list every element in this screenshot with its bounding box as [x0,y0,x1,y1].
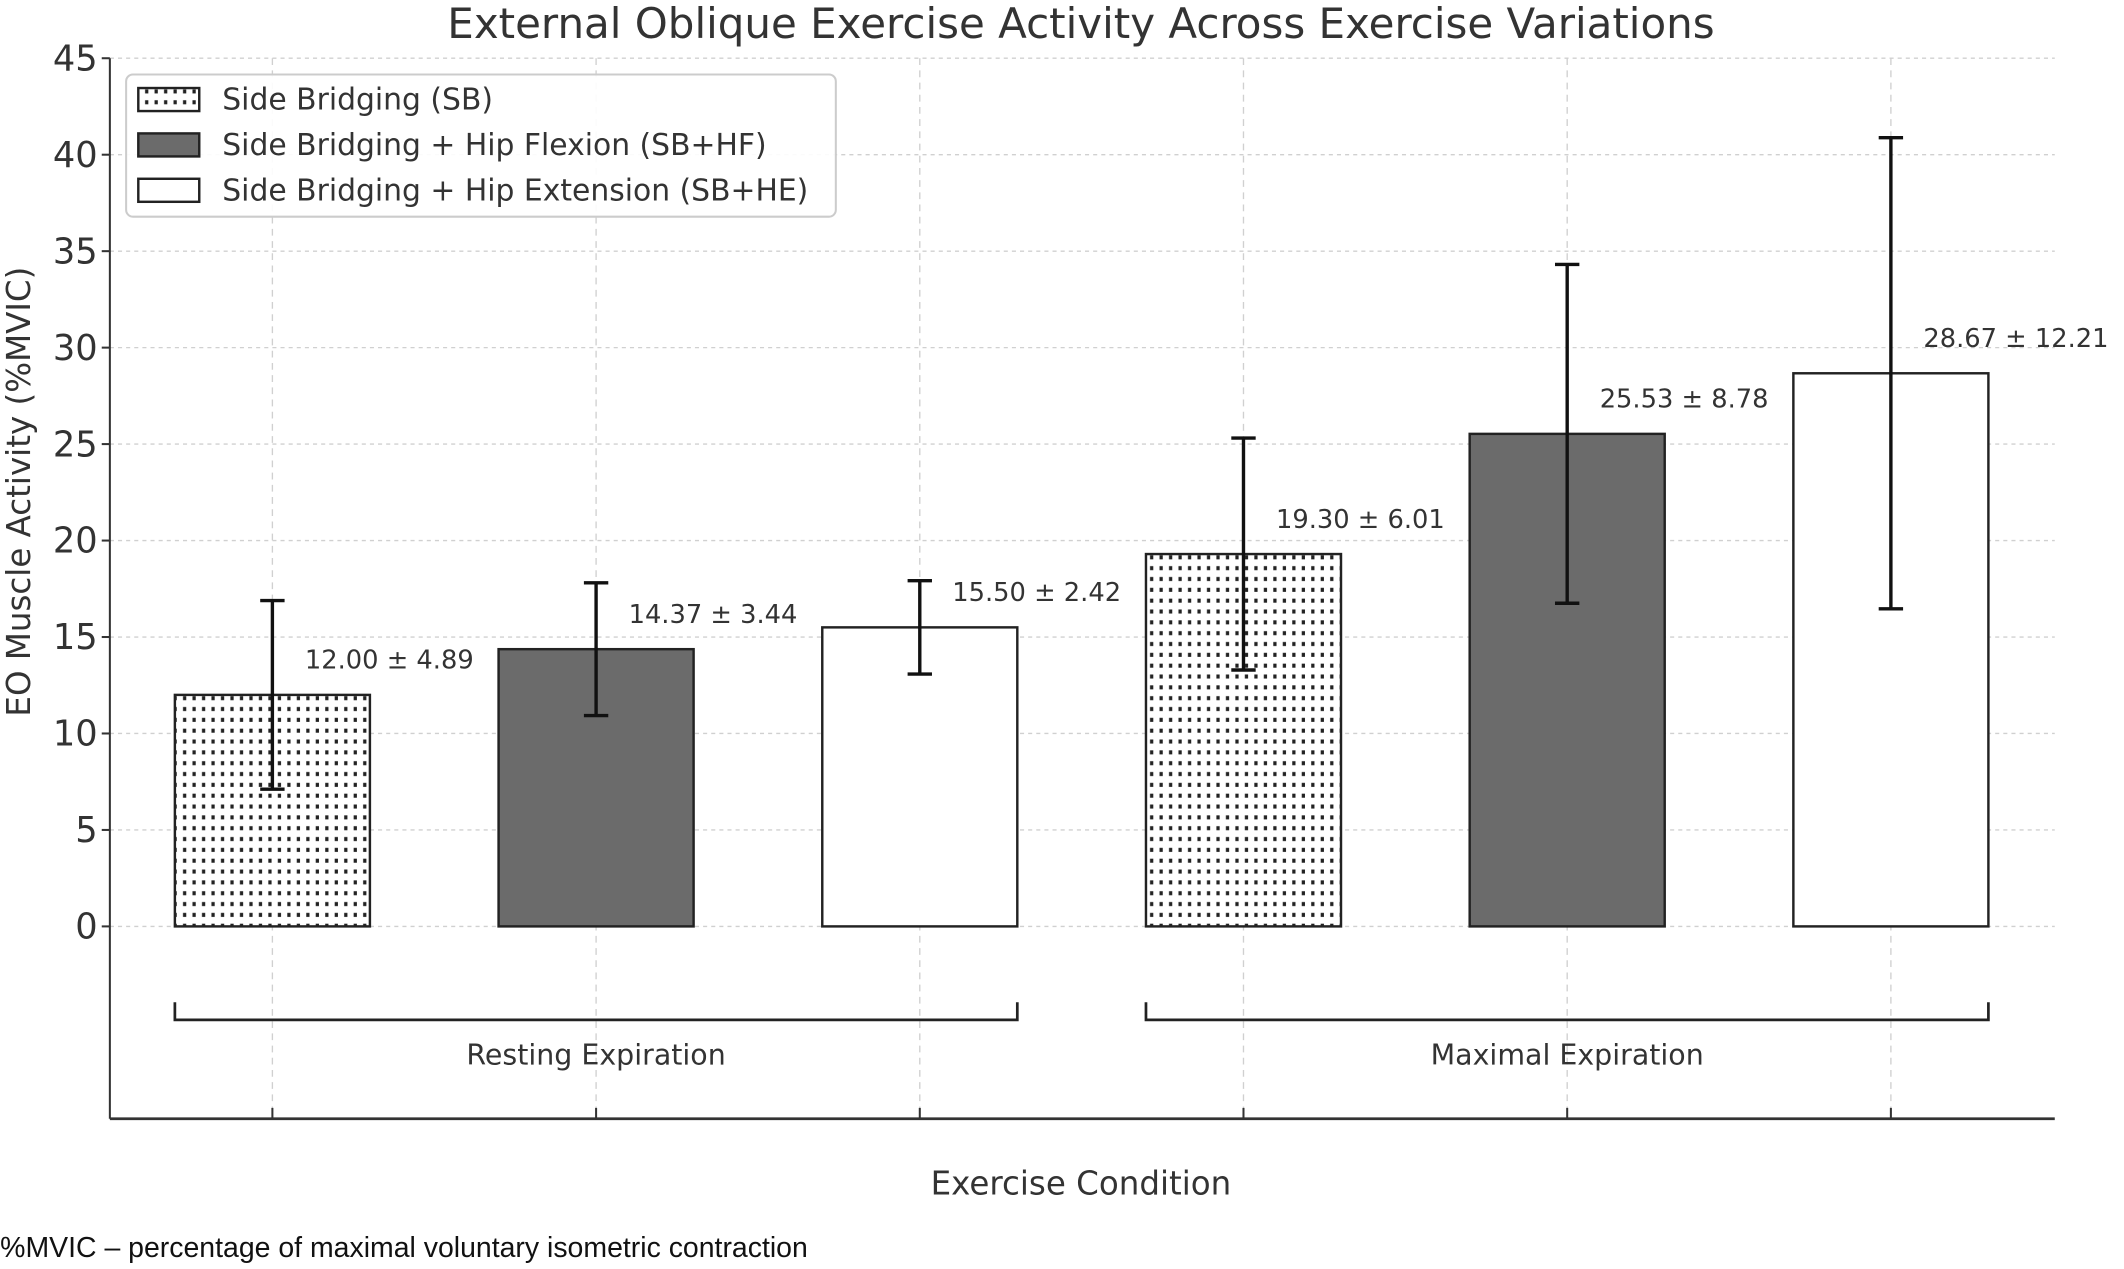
group-brackets: Resting Expiration Maximal Expiration [173,1002,1990,1072]
y-tick-label: 5 [75,810,97,851]
gridlines [109,57,2055,1119]
y-tick-label: 45 [53,38,98,79]
y-axis-label: EO Muscle Activity (%MVIC) [0,267,38,717]
bars: 12.00 ± 4.89 14.37 ± 3.44 15.50 ± 2.42 19.3… [173,136,2109,928]
legend-swatch [137,132,201,158]
bar [821,626,1019,928]
group-bracket [1144,1002,1990,1022]
group-bracket [173,1002,1019,1022]
y-tick-label: 35 [53,231,98,272]
x-axis-label: Exercise Condition [931,1165,1232,1203]
data-label: 12.00 ± 4.89 [305,646,474,676]
legend-swatch [137,86,201,113]
y-axis: 0 5 10 15 20 25 30 35 40 45 [53,38,2055,1121]
legend-label: Side Bridging (SB) [222,83,493,118]
data-label: 14.37 ± 3.44 [629,600,798,630]
legend-label: Side Bridging + Hip Flexion (SB+HF) [222,128,766,163]
y-tick-label: 25 [53,424,98,465]
footnote: %MVIC – percentage of maximal voluntary … [0,1232,808,1264]
data-label: 15.50 ± 2.42 [952,578,1121,608]
legend-box [125,73,837,218]
group-label: Maximal Expiration [1431,1039,1704,1072]
y-tick-label: 10 [53,714,98,755]
group-label: Resting Expiration [466,1039,725,1072]
y-tick-label: 20 [53,521,98,562]
y-tick-label: 30 [53,328,98,369]
legend-label: Side Bridging + Hip Extension (SB+HE) [222,173,808,208]
legend-swatch [137,177,201,204]
chart-title: External Oblique Exercise Activity Acros… [447,0,1714,48]
bar [1792,372,1990,928]
y-tick-label: 15 [53,617,98,658]
data-label: 19.30 ± 6.01 [1276,505,1445,535]
y-tick-label: 40 [53,135,98,176]
y-tick-label: 0 [75,907,97,948]
data-label: 25.53 ± 8.78 [1600,385,1769,415]
legend: Side Bridging (SB) Side Bridging + Hip Fl… [125,73,837,218]
data-label: 28.67 ± 12.21 [1923,324,2108,354]
